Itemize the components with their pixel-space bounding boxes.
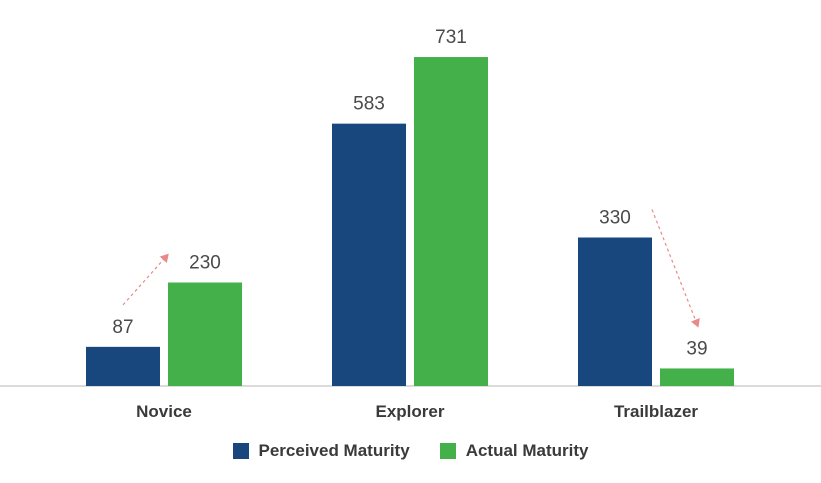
legend-swatch-perceived [232,443,249,459]
legend-swatch-actual [439,443,456,459]
legend-label-actual: Actual Maturity [465,441,589,460]
category-label-explorer: Explorer [376,402,445,421]
bar-explorer-actual [414,57,488,387]
legend-label-perceived: Perceived Maturity [258,441,410,460]
bar-novice-perceived [86,346,160,386]
category-label-trailblazer: Trailblazer [614,402,698,421]
bar-novice-actual [168,282,242,386]
value-label-novice-perceived: 87 [112,317,133,338]
bar-trailblazer-actual [660,368,734,386]
annotation-arrow-novice [122,253,169,306]
value-label-explorer-actual: 731 [435,27,467,48]
bar-trailblazer-perceived [578,237,652,386]
value-label-trailblazer-perceived: 330 [599,208,631,229]
annotation-arrow-trailblazer [651,209,700,328]
bar-explorer-perceived [332,123,406,387]
value-label-novice-actual: 230 [189,253,221,274]
legend: Perceived Maturity Actual Maturity [0,441,821,461]
value-label-trailblazer-actual: 39 [686,338,707,359]
category-label-novice: Novice [136,402,192,421]
legend-item-actual: Actual Maturity [439,441,589,461]
value-label-explorer-perceived: 583 [353,94,385,115]
legend-item-perceived: Perceived Maturity [232,441,410,461]
bar-chart: 87 230 583 731 330 39 Novice Explorer Trailblaz… [0,27,821,421]
